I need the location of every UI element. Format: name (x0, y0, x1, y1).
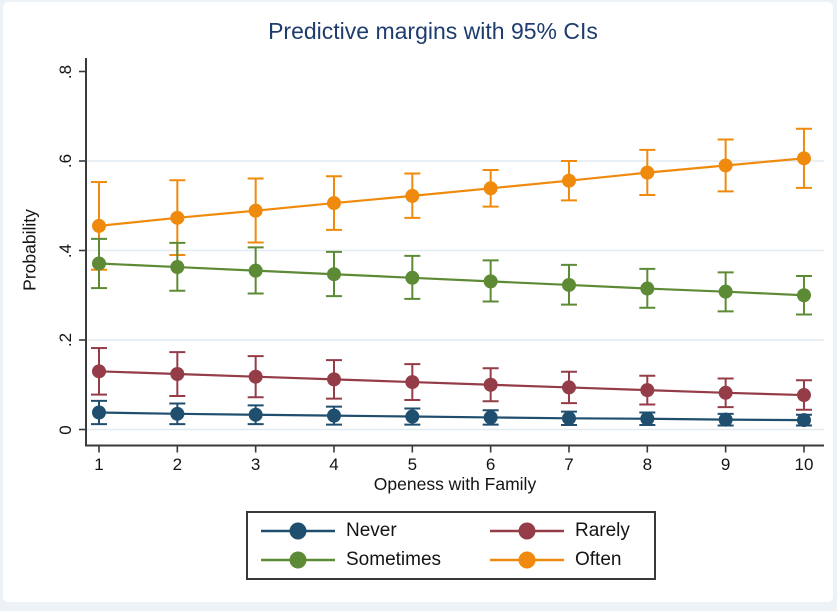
data-point (92, 256, 106, 271)
data-point (640, 165, 655, 180)
data-point (405, 375, 420, 390)
data-point (796, 151, 811, 166)
data-point (561, 173, 576, 188)
data-point (796, 288, 811, 303)
data-point (92, 405, 106, 420)
y-tick-label: .2 (56, 332, 75, 348)
y-tick-label: .6 (56, 153, 75, 169)
legend-item-sometimes: Sometimes (260, 548, 489, 572)
legend-marker (289, 522, 307, 540)
data-point (248, 203, 263, 218)
rarely-line-marker-icon (490, 522, 564, 540)
legend-marker (518, 551, 536, 569)
data-point (483, 274, 498, 289)
data-point (640, 383, 655, 398)
chart-title: Predictive margins with 95% CIs (268, 18, 598, 44)
data-point (248, 407, 263, 422)
data-point (483, 410, 498, 425)
series-line (98, 370, 805, 397)
series-line (98, 262, 805, 297)
never-line-marker-icon (261, 522, 335, 540)
data-point (248, 263, 263, 278)
data-point (796, 388, 811, 403)
data-point (561, 380, 576, 395)
data-point (326, 372, 341, 387)
data-point (718, 284, 733, 299)
data-point (561, 277, 576, 292)
legend-item-often: Often (489, 548, 654, 572)
plot-area (79, 58, 824, 453)
legend-label: Sometimes (346, 549, 442, 571)
y-tick-label: .8 (56, 64, 75, 79)
y-tick-label: .4 (56, 243, 75, 258)
x-tick-label: 3 (250, 455, 261, 474)
legend-marker (518, 522, 536, 540)
data-point (561, 411, 576, 426)
x-tick-label: 10 (794, 455, 814, 474)
data-point (326, 196, 341, 211)
x-tick-label: 5 (407, 455, 418, 474)
data-point (718, 385, 733, 400)
legend-label: Rarely (575, 519, 630, 541)
data-point (170, 260, 185, 275)
x-tick-label: 4 (329, 455, 339, 474)
legend-label: Never (346, 519, 397, 541)
data-point (405, 270, 420, 285)
data-point (92, 218, 106, 233)
legend-item-never: Never (260, 519, 489, 543)
data-point (326, 408, 341, 423)
data-point (248, 369, 263, 384)
often-line-marker-icon (490, 551, 564, 569)
data-point (796, 413, 811, 428)
legend: Never Rarely Sometimes Often (246, 511, 656, 580)
x-tick-label: 7 (564, 455, 574, 474)
legend-item-rarely: Rarely (489, 519, 654, 543)
legend-label: Often (575, 549, 622, 571)
x-tick-label: 9 (720, 455, 731, 474)
legend-marker (289, 551, 307, 569)
data-point (640, 281, 655, 296)
data-point (718, 158, 733, 173)
x-tick-label: 2 (172, 455, 183, 474)
sometimes-line-marker-icon (261, 551, 335, 569)
data-point (718, 412, 733, 427)
data-point (326, 267, 341, 282)
x-tick-label: 6 (485, 455, 496, 474)
figure: Predictive margins with 95% CIs Probabil… (3, 2, 833, 602)
data-point (170, 210, 185, 225)
data-point (483, 377, 498, 392)
data-point (405, 409, 420, 424)
x-tick-label: 8 (642, 455, 653, 474)
x-axis-title: Openess with Family (373, 474, 537, 494)
data-point (170, 367, 185, 382)
data-point (405, 188, 420, 203)
data-point (640, 411, 655, 426)
data-point (483, 181, 498, 196)
data-point (92, 364, 106, 379)
series-line (98, 157, 805, 227)
data-point (170, 406, 185, 421)
y-tick-label: 0 (56, 424, 75, 435)
series-line (98, 411, 804, 422)
x-tick-label: 1 (94, 455, 104, 474)
